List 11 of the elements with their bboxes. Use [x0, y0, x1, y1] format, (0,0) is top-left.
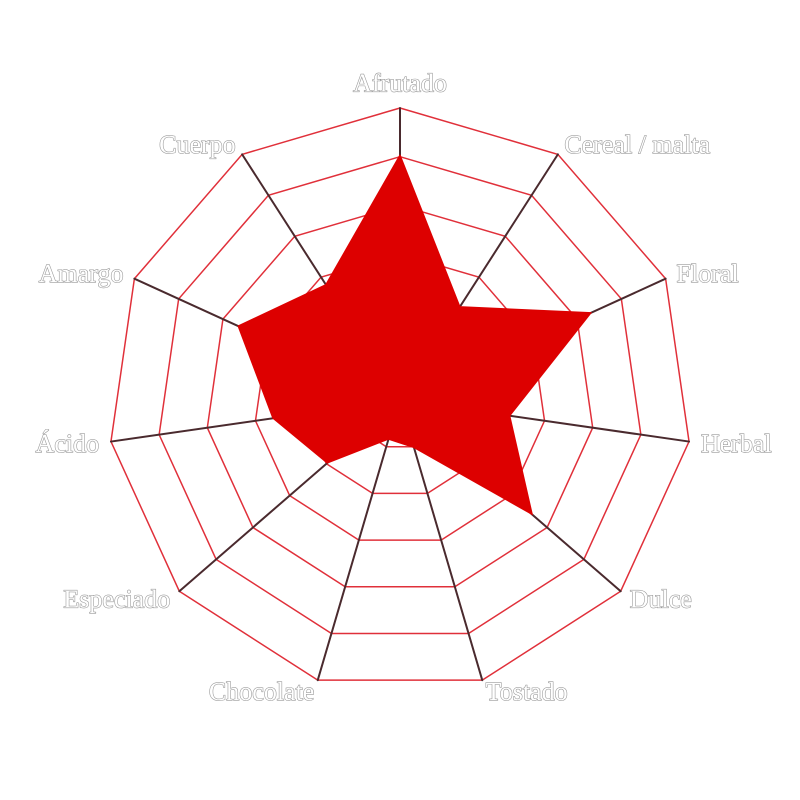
spoke-label: Especiado — [63, 584, 170, 614]
spoke-label: Ácido — [36, 428, 100, 458]
spoke-label: Chocolate — [208, 677, 314, 706]
spoke-label: Herbal — [700, 428, 772, 458]
spoke-label: Cereal / malta — [564, 130, 711, 159]
spoke-label: Cuerpo — [159, 130, 236, 159]
spoke-label: Amargo — [38, 259, 124, 288]
spoke-label: Floral — [676, 259, 739, 288]
spoke-label: Tostado — [486, 677, 568, 706]
spoke-label: Dulce — [630, 584, 692, 614]
spoke-label: Afrutado — [353, 68, 447, 98]
